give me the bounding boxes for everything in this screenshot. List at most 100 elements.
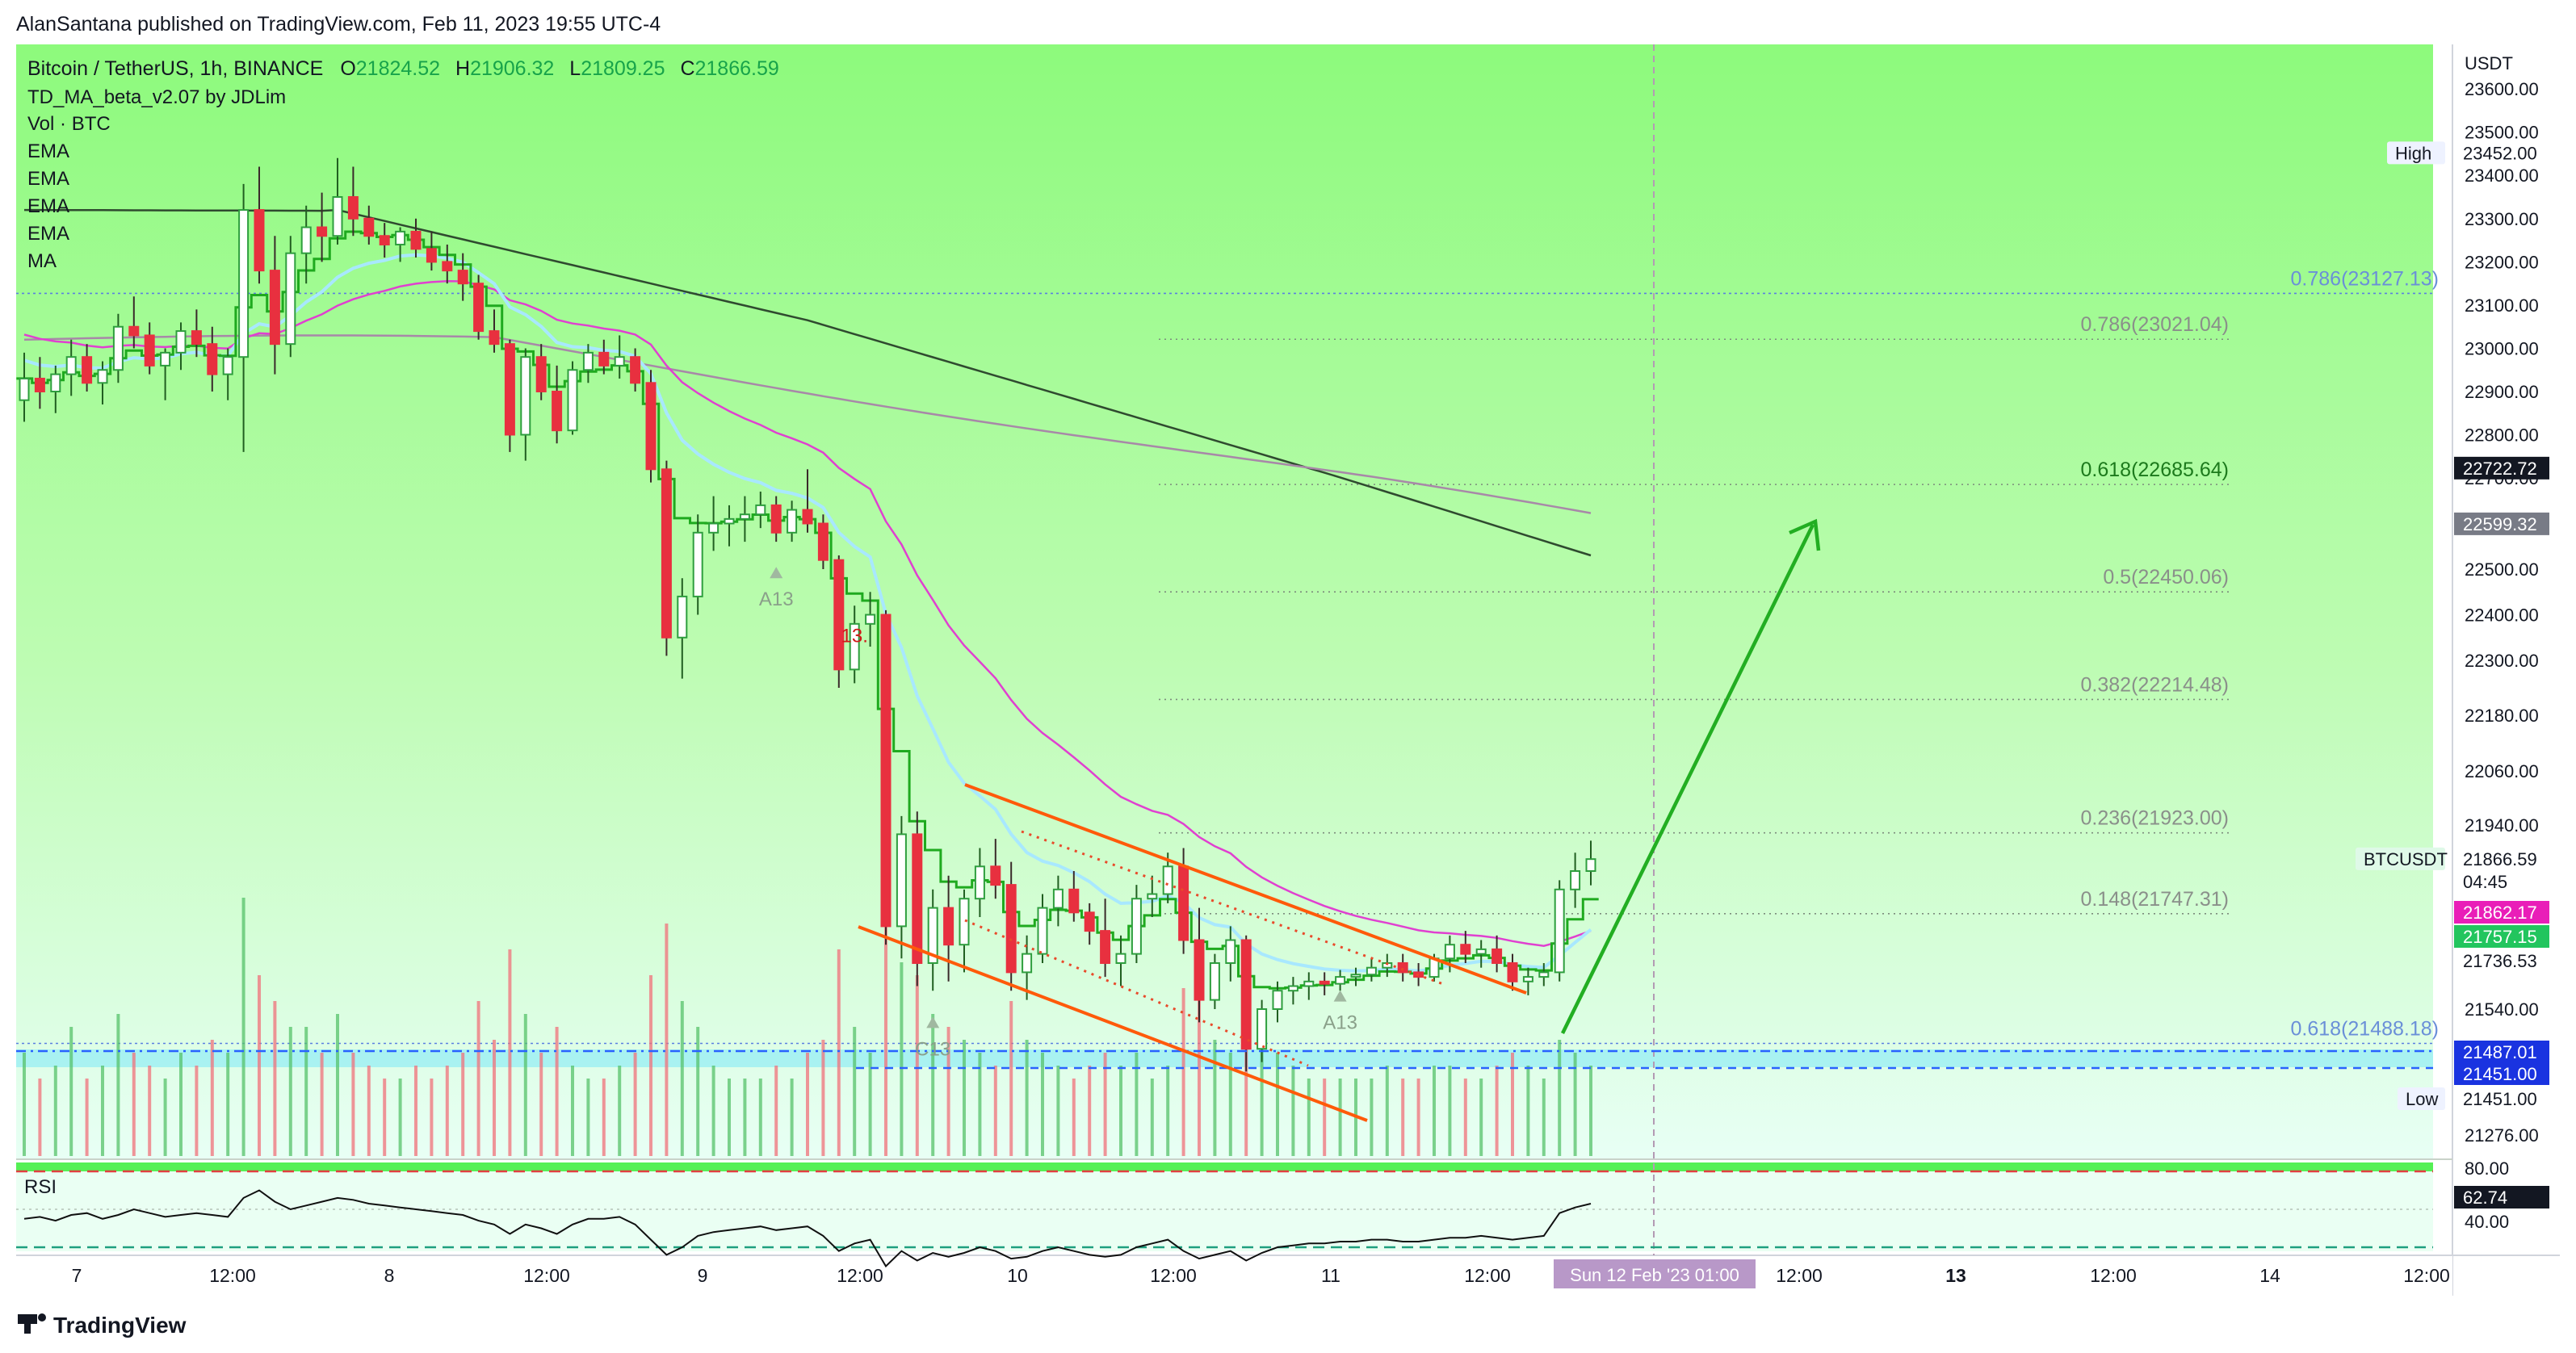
candle-body-94: [1491, 948, 1503, 965]
candle-body-26: [426, 248, 437, 263]
volume-bar-54: [868, 1053, 872, 1156]
publisher-caption: AlanSantana published on TradingView.com…: [16, 13, 661, 36]
volume-bar-47: [758, 1079, 762, 1156]
legend-indicator-0[interactable]: TD_MA_beta_v2.07 by JDLim: [27, 86, 286, 108]
candle-body-36: [582, 351, 594, 371]
candle-body-12: [207, 343, 218, 375]
price-marker-bg-7: [2454, 1041, 2549, 1063]
price-tick-1: 23500.00: [2465, 123, 2539, 143]
projection-arrow-line[interactable]: [1560, 524, 1815, 1034]
volume-bar-92: [1463, 1079, 1467, 1156]
tradingview-logo[interactable]: TradingView: [18, 1313, 187, 1338]
volume-bar-8: [148, 1066, 152, 1156]
price-marker-bg-8: [2454, 1062, 2549, 1085]
legend-symbol-line: Bitcoin / TetherUS, 1h, BINANCE O21824.5…: [27, 57, 779, 80]
candle-body-96: [1522, 976, 1533, 982]
price-marker-label-3: BTCUSDT: [2364, 849, 2448, 869]
volume-bar-53: [853, 1027, 857, 1156]
candle-body-10: [175, 330, 187, 354]
projection-arrow-head: [1789, 518, 1821, 551]
volume-bar-82: [1307, 1079, 1311, 1156]
candle-body-1: [34, 377, 45, 393]
candle-body-63: [1005, 884, 1017, 974]
candle-body-100: [1585, 858, 1596, 873]
candle-body-59: [943, 907, 954, 946]
price-marker-bg-5: [2454, 925, 2549, 948]
candle-body-29: [473, 283, 485, 333]
volume-bar-9: [163, 1079, 167, 1156]
candle-body-3: [65, 356, 77, 375]
volume-bar-39: [633, 1053, 637, 1156]
candle-body-54: [865, 614, 876, 625]
candle-body-84: [1335, 976, 1346, 985]
volume-bar-61: [978, 1053, 982, 1156]
candle-body-93: [1475, 948, 1487, 955]
channel-lower-line[interactable]: [858, 925, 1368, 1122]
volume-bar-69: [1103, 1053, 1107, 1156]
volume-bar-19: [320, 1053, 324, 1156]
time-tick-6: 10: [1007, 1265, 1028, 1286]
candle-body-38: [614, 356, 625, 367]
volume-bar-70: [1119, 1066, 1122, 1156]
volume-bar-22: [367, 1066, 371, 1156]
volume-bar-65: [1041, 1053, 1044, 1156]
volume-bar-16: [273, 1001, 277, 1156]
candle-body-52: [833, 559, 845, 671]
legend-symbol: Bitcoin / TetherUS, 1h, BINANCE: [27, 57, 323, 80]
legend-indicator-4[interactable]: EMA: [27, 195, 69, 217]
time-tick-9: 12:00: [1464, 1265, 1511, 1286]
time-tick-12: 12:00: [2090, 1265, 2137, 1286]
candle-body-37: [598, 351, 610, 367]
price-marker-6: 21736.53: [2463, 951, 2537, 971]
candle-body-25: [410, 230, 422, 250]
candle-body-39: [630, 356, 641, 384]
candle-body-11: [191, 330, 202, 346]
volume-bar-75: [1198, 975, 1201, 1156]
fib-label-0: 0.786(23127.13): [2291, 267, 2439, 290]
logo-dot-icon: [38, 1313, 46, 1322]
price-marker-bg-0: [2454, 141, 2549, 165]
candle-body-48: [770, 504, 782, 534]
candle-body-72: [1147, 893, 1158, 900]
candle-body-8: [144, 334, 155, 367]
volume-bar-12: [210, 1040, 214, 1156]
time-tick-8: 11: [1321, 1265, 1340, 1286]
price-marker-bg-6: [2454, 949, 2549, 972]
candle-body-68: [1084, 911, 1095, 932]
volume-bar-71: [1135, 1053, 1139, 1156]
volume-bar-83: [1323, 1079, 1327, 1156]
legend-indicator-1[interactable]: Vol · BTC: [27, 113, 111, 135]
candle-body-43: [692, 531, 703, 597]
volume-bar-13: [226, 1053, 230, 1156]
legend-indicator-2[interactable]: EMA: [27, 140, 69, 162]
rsi-label: RSI: [24, 1176, 57, 1198]
price-tick-3: 23300.00: [2465, 209, 2539, 229]
main-pane-background: [16, 44, 2433, 1158]
legend-indicator-6[interactable]: MA: [27, 250, 57, 272]
volume-bar-34: [555, 1027, 559, 1156]
price-marker-0: 23452.00: [2463, 143, 2537, 163]
price-tick-12: 22300.00: [2465, 651, 2539, 671]
channel-upper-line[interactable]: [964, 783, 1527, 995]
legend-indicator-3[interactable]: EMA: [27, 168, 69, 190]
candle-body-42: [677, 595, 688, 639]
volume-bar-86: [1370, 1079, 1374, 1156]
candle-body-77: [1225, 939, 1236, 964]
candle-body-73: [1162, 865, 1173, 895]
volume-bar-89: [1416, 1079, 1420, 1156]
candle-body-91: [1444, 944, 1455, 960]
price-tick-15: 21940.00: [2465, 815, 2539, 836]
price-tick-13: 22180.00: [2465, 706, 2539, 726]
currency-unit: USDT: [2465, 53, 2513, 73]
volume-bar-81: [1291, 1066, 1295, 1156]
fib-label-4: 0.382(22214.48): [2081, 673, 2229, 696]
price-marker-bg-4: [2454, 901, 2549, 924]
volume-bar-11: [195, 1066, 199, 1156]
legend-indicator-5[interactable]: EMA: [27, 223, 69, 245]
volume-bar-17: [288, 1027, 292, 1156]
candle-body-9: [160, 351, 171, 367]
rsi-current-value: 62.74: [2463, 1188, 2507, 1208]
time-tick-10: 12:00: [1776, 1265, 1823, 1286]
candle-body-35: [567, 369, 578, 432]
